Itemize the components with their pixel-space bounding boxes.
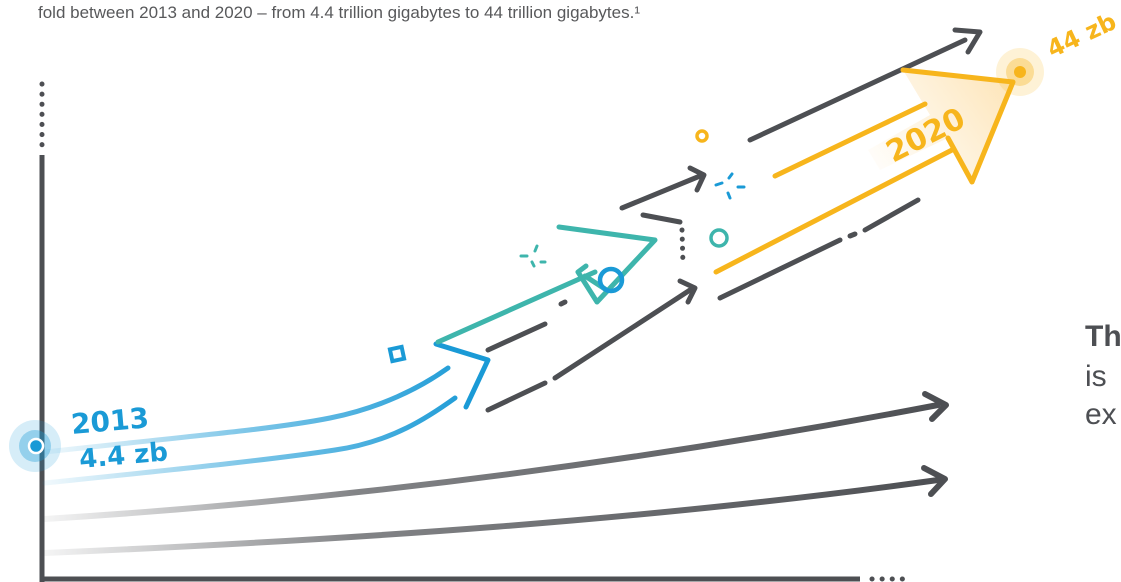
caption-text: fold between 2013 and 2020 – from 4.4 tr… [38, 3, 640, 22]
side-text-line-1: is [1085, 360, 1107, 393]
origin-target-icon [9, 420, 61, 472]
side-text-line-2: ex [1085, 398, 1117, 431]
dark-dashed-lines [485, 27, 983, 413]
circle-icon-teal [709, 228, 729, 248]
gold-arrow-2020 [713, 67, 1016, 275]
axes [39, 81, 915, 582]
square-icon [387, 344, 407, 364]
side-heading: Th [1085, 320, 1121, 353]
sparkle-icon-blue [714, 172, 746, 200]
circle-icon-gold-small [695, 129, 709, 143]
signal-icon [996, 48, 1044, 96]
start-year-label: 2013 [70, 401, 151, 441]
gray-curve-lower [42, 477, 941, 556]
sparkle-icon [519, 244, 547, 268]
gray-curve-upper [42, 402, 941, 522]
gray-growth-curves [42, 391, 949, 556]
end-value-label: 44 zb [1043, 7, 1121, 63]
blue-arrow-2013 [42, 341, 491, 486]
circle-icon-blue [597, 266, 625, 294]
